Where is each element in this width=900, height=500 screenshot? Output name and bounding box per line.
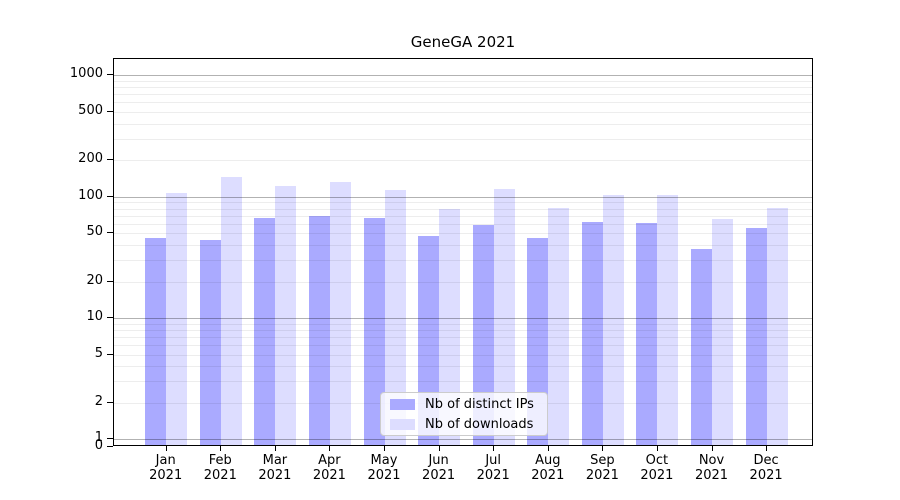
y-tick-label-50: 50	[86, 224, 103, 240]
gridline-minor-90	[114, 202, 812, 204]
gridline-minor-80	[114, 208, 812, 210]
y-tick-label-5: 5	[94, 345, 103, 361]
x-tick-mark-jul	[493, 446, 495, 451]
x-tick-label-nov: Nov 2021	[694, 453, 729, 483]
bar-distinct-ips-apr	[308, 215, 330, 445]
plot-area: Nb of distinct IPs Nb of downloads	[113, 58, 813, 446]
bar-downloads-dec	[766, 207, 788, 445]
y-tick-mark-20	[107, 280, 113, 282]
gridline-minor-900	[114, 81, 812, 82]
x-tick-mark-jun	[438, 446, 440, 451]
bar-distinct-ips-oct	[636, 222, 658, 445]
bar-distinct-ips-sep	[581, 221, 603, 445]
bar-downloads-sep	[602, 194, 624, 445]
y-tick-mark-50	[107, 232, 113, 234]
y-tick-label-20: 20	[86, 272, 103, 288]
legend-swatch-1	[390, 418, 415, 430]
y-tick-mark-500	[107, 110, 113, 112]
bar-distinct-ips-jan	[145, 237, 167, 445]
y-tick-label-2: 2	[94, 393, 103, 409]
gridline-major-100	[114, 196, 812, 198]
x-tick-label-feb: Feb 2021	[203, 453, 237, 483]
y-tick-label-1000: 1000	[69, 66, 103, 82]
y-tick-label-1: 1	[94, 430, 103, 446]
bar-downloads-aug	[548, 207, 570, 445]
x-tick-mark-aug	[547, 446, 549, 451]
legend-label-0: Nb of distinct IPs	[425, 396, 534, 412]
y-tick-mark-1000	[107, 74, 113, 76]
chart-title: GeneGA 2021	[410, 33, 516, 51]
x-tick-label-apr: Apr 2021	[312, 453, 346, 483]
x-tick-label-aug: Aug 2021	[531, 453, 565, 483]
x-tick-label-may: May 2021	[367, 453, 401, 483]
y-tick-label-200: 200	[78, 151, 103, 167]
bar-distinct-ips-mar	[254, 218, 276, 445]
bar-downloads-feb	[220, 177, 242, 445]
gridline-minor-50	[114, 233, 812, 235]
gridline-minor-800	[114, 87, 812, 89]
x-tick-mark-nov	[711, 446, 713, 451]
legend-label-1: Nb of downloads	[425, 416, 534, 432]
gridline-minor-500	[114, 111, 812, 113]
bar-downloads-may	[384, 189, 406, 445]
x-tick-mark-sep	[602, 446, 604, 451]
bar-downloads-apr	[329, 182, 351, 445]
x-tick-mark-dec	[766, 446, 768, 451]
x-tick-label-jul: Jul 2021	[476, 453, 510, 483]
gridline-minor-400	[114, 123, 812, 125]
x-tick-mark-jan	[165, 446, 167, 451]
x-tick-label-jun: Jun 2021	[422, 453, 456, 483]
bar-downloads-nov	[712, 219, 734, 445]
x-tick-label-sep: Sep 2021	[585, 453, 619, 483]
y-tick-label-10: 10	[86, 309, 103, 324]
x-tick-mark-feb	[220, 446, 222, 451]
bar-distinct-ips-may	[363, 218, 385, 445]
gridline-major-1000	[114, 75, 812, 77]
legend-row-0: Nb of distinct IPs	[390, 396, 547, 413]
y-tick-label-500: 500	[78, 102, 103, 118]
bar-downloads-jan	[166, 192, 188, 445]
gridline-minor-600	[114, 102, 812, 104]
y-tick-mark-2	[107, 401, 113, 403]
x-tick-label-mar: Mar 2021	[258, 453, 292, 483]
bar-downloads-mar	[275, 186, 297, 445]
y-tick-mark-200	[107, 159, 113, 161]
y-tick-mark-0	[107, 446, 113, 447]
legend-swatch-0	[390, 398, 415, 410]
legend: Nb of distinct IPs Nb of downloads	[380, 392, 548, 436]
x-tick-mark-may	[384, 446, 385, 451]
x-tick-mark-oct	[656, 446, 658, 451]
legend-row-1: Nb of downloads	[390, 416, 547, 433]
y-tick-mark-100	[107, 195, 113, 197]
x-tick-label-dec: Dec 2021	[749, 453, 783, 483]
bar-distinct-ips-nov	[691, 248, 713, 445]
gridline-minor-300	[114, 138, 812, 140]
y-tick-mark-10	[107, 317, 113, 318]
gridline-minor-70	[114, 215, 812, 217]
gridline-minor-60	[114, 223, 812, 225]
y-tick-mark-1	[107, 438, 113, 440]
bar-distinct-ips-jul	[472, 225, 494, 445]
x-tick-label-oct: Oct 2021	[640, 453, 674, 483]
x-tick-mark-mar	[274, 446, 276, 451]
y-tick-label-0: 0	[94, 438, 103, 453]
gridline-minor-200	[114, 160, 812, 162]
x-tick-mark-apr	[329, 446, 331, 451]
bar-downloads-oct	[657, 194, 679, 445]
bar-distinct-ips-dec	[745, 228, 767, 445]
bar-distinct-ips-feb	[199, 240, 221, 445]
y-tick-label-100: 100	[78, 187, 103, 203]
y-tick-mark-5	[107, 353, 113, 355]
bar-downloads-jul	[493, 188, 515, 445]
x-tick-label-jan: Jan 2021	[149, 453, 183, 483]
bar-downloads-jun	[439, 208, 461, 445]
gridline-minor-700	[114, 94, 812, 96]
